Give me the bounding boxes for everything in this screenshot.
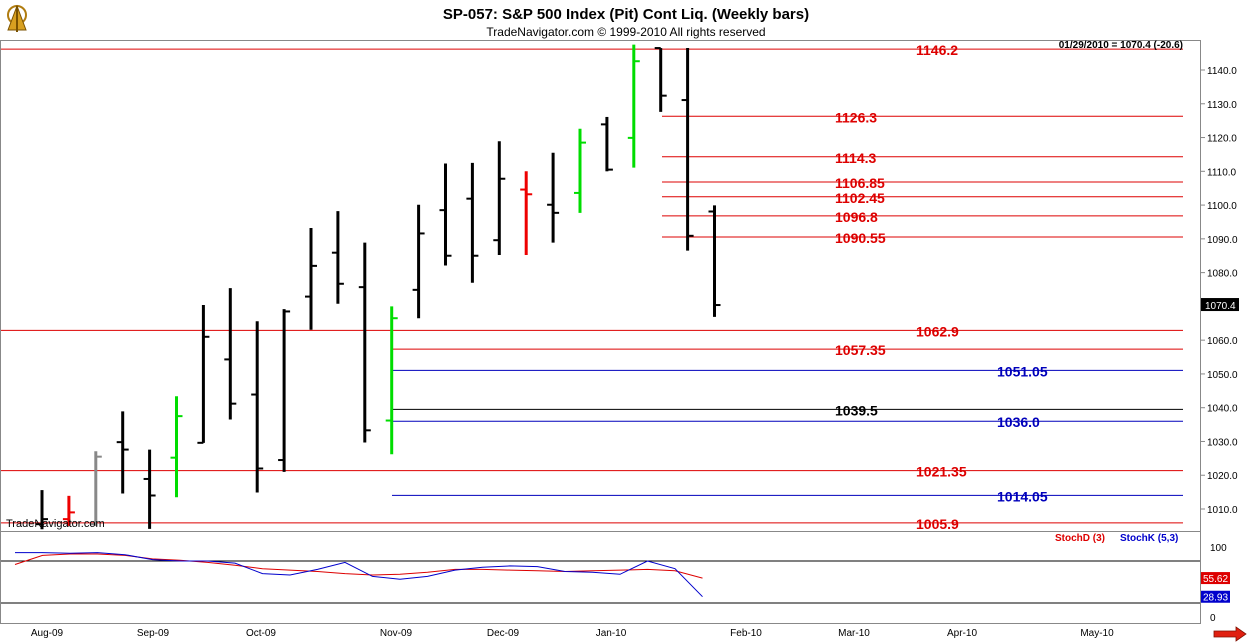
- price-bar: [547, 152, 560, 243]
- level-label: 1057.35: [835, 342, 886, 358]
- price-panel: [0, 40, 1201, 532]
- level-label: 1039.5: [835, 402, 878, 418]
- stoch-tick-label: 100: [1210, 543, 1227, 554]
- price-bar: [331, 211, 344, 304]
- price-tick-label: 1100.0: [1207, 201, 1237, 212]
- price-bar: [170, 396, 183, 498]
- stoch-legend-entry: StochD (3): [1055, 533, 1105, 544]
- level-label: 1146.2: [916, 42, 958, 58]
- x-axis-label: Nov-09: [380, 628, 413, 639]
- level-label: 1062.9: [916, 323, 959, 339]
- price-tick-label: 1090.0: [1207, 235, 1238, 246]
- x-axis-label: Feb-10: [730, 628, 762, 639]
- level-label: 1036.0: [997, 414, 1040, 430]
- price-bar: [89, 451, 102, 526]
- stoch-tick-label: 0: [1210, 613, 1216, 624]
- last-bar-info: 01/29/2010 = 1070.4 (-20.6): [1059, 40, 1183, 51]
- price-bar: [574, 128, 586, 213]
- price-bar: [358, 242, 371, 443]
- price-tick-label: 1030.0: [1207, 437, 1238, 448]
- level-label: 1114.3: [835, 150, 876, 166]
- price-bar: [627, 44, 640, 168]
- level-label: 1106.85: [835, 175, 885, 191]
- price-tick-label: 1110.0: [1207, 167, 1237, 178]
- price-bar: [197, 305, 210, 444]
- price-tick-label: 1140.0: [1207, 66, 1237, 77]
- price-bar: [116, 411, 129, 494]
- chart-subtitle: TradeNavigator.com © 1999-2010 All right…: [486, 25, 765, 39]
- level-label: 1102.45: [835, 190, 885, 206]
- x-axis-label: Jan-10: [596, 628, 627, 639]
- level-label: 1126.3: [835, 109, 877, 125]
- x-axis-label: Dec-09: [487, 628, 520, 639]
- price-bar: [654, 47, 667, 112]
- level-label: 1051.05: [997, 363, 1048, 379]
- sextant-logo-icon: [7, 4, 27, 32]
- x-axis-label: Mar-10: [838, 628, 870, 639]
- watermark: TradeNavigator.com: [6, 518, 105, 530]
- price-tick-label: 1060.0: [1207, 336, 1238, 347]
- price-bar: [224, 288, 237, 420]
- level-label: 1096.8: [835, 209, 878, 225]
- price-bar: [251, 321, 264, 493]
- level-label: 1005.9: [916, 516, 959, 532]
- stoch-value-box: [1201, 572, 1230, 585]
- price-tick-label: 1120.0: [1207, 134, 1237, 145]
- price-bar: [493, 141, 506, 256]
- stoch-legend-entry: StochK (5,3): [1120, 533, 1178, 544]
- price-bar: [466, 162, 479, 283]
- level-label: 1090.55: [835, 230, 886, 246]
- price-tick-label: 1040.0: [1207, 404, 1238, 415]
- price-bar: [36, 490, 48, 530]
- price-bar: [412, 204, 425, 319]
- price-bar: [681, 48, 694, 251]
- last-price-box: [1201, 298, 1239, 312]
- price-bar: [305, 228, 317, 330]
- price-bar: [520, 171, 533, 256]
- price-bar: [278, 309, 291, 472]
- x-axis-label: Sep-09: [137, 628, 170, 639]
- price-bar: [62, 495, 75, 526]
- x-axis-label: Oct-09: [246, 628, 276, 639]
- price-bar: [600, 116, 613, 172]
- level-label: 1014.05: [997, 488, 1048, 504]
- level-label: 1021.35: [916, 464, 967, 480]
- price-tick-label: 1080.0: [1207, 269, 1238, 280]
- x-axis-label: May-10: [1080, 628, 1114, 639]
- stoch-value-box: [1201, 590, 1230, 603]
- price-bar: [708, 205, 721, 317]
- x-axis-label: Aug-09: [31, 628, 64, 639]
- arrow-right-icon[interactable]: [1213, 626, 1247, 642]
- price-bar: [385, 306, 398, 455]
- x-axis-label: Apr-10: [947, 628, 977, 639]
- stoch-series-line: [15, 552, 703, 598]
- stoch-value-label: 55.62: [1203, 574, 1228, 585]
- price-bar: [143, 449, 156, 529]
- price-tick-label: 1010.0: [1207, 505, 1238, 516]
- chart-title: SP-057: S&P 500 Index (Pit) Cont Liq. (W…: [443, 6, 809, 23]
- price-tick-label: 1050.0: [1207, 370, 1238, 381]
- price-bar: [439, 163, 452, 266]
- last-price-label: 1070.4: [1205, 301, 1236, 312]
- stoch-value-label: 28.93: [1203, 593, 1228, 604]
- stochastic-panel: [0, 531, 1201, 624]
- price-tick-label: 1020.0: [1207, 471, 1238, 482]
- price-tick-label: 1130.0: [1207, 100, 1237, 111]
